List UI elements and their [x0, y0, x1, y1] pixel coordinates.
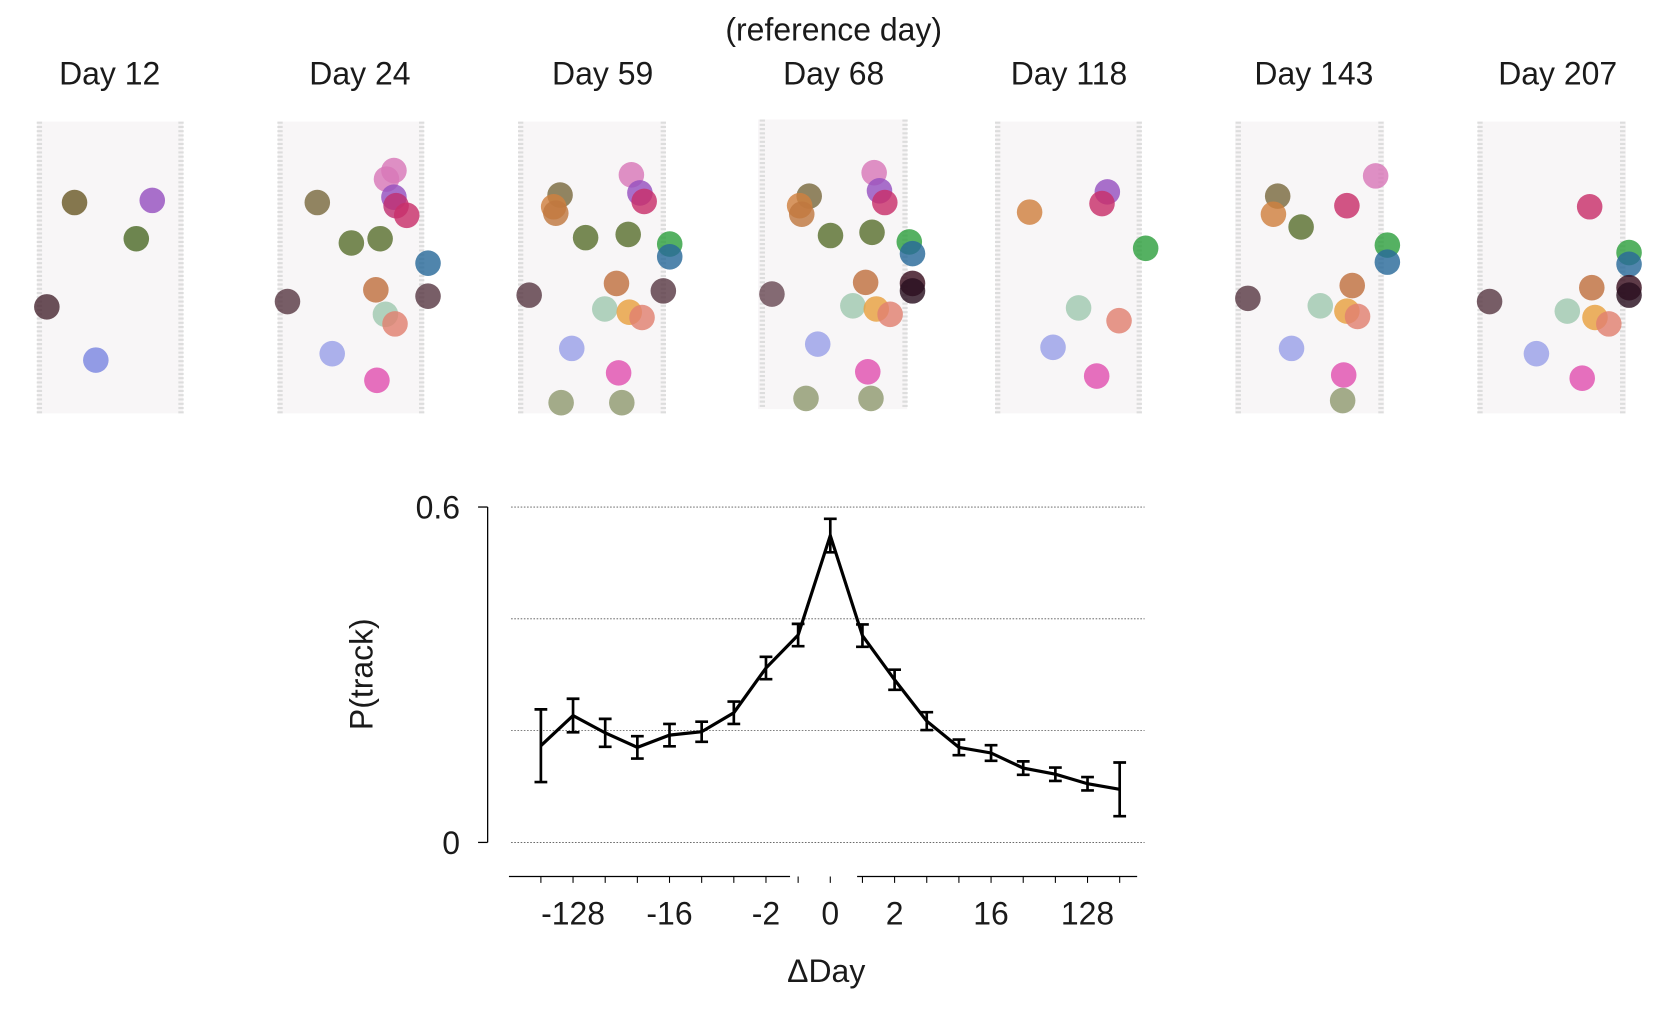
error-bar	[695, 720, 709, 744]
error-bar	[888, 668, 901, 692]
panel-title: Day 59	[552, 55, 653, 91]
error-bar	[984, 743, 998, 763]
reference-label: (reference day)	[725, 12, 942, 48]
error-bar	[856, 623, 869, 649]
error-bar	[920, 710, 934, 732]
line	[539, 530, 1120, 791]
panel	[1476, 121, 1642, 414]
x-tick-label: 0	[821, 895, 839, 931]
panel	[995, 121, 1159, 414]
error-bar	[663, 722, 676, 748]
panel-title: Day 143	[1254, 55, 1373, 91]
panel-title: Day 118	[1011, 55, 1128, 91]
error-bar	[1048, 766, 1062, 783]
x-tick-label: -16	[646, 895, 692, 931]
y-axis-label: P(track)	[344, 618, 380, 730]
panel	[516, 121, 683, 416]
panel-title: Day 24	[309, 55, 410, 91]
x-axis-label: ΔDay	[787, 953, 865, 989]
x-tick-label: -2	[752, 895, 780, 931]
panel	[274, 121, 441, 414]
error-bar	[759, 655, 773, 681]
panel-title: Day 207	[1498, 55, 1617, 91]
x-tick-label: -128	[541, 895, 605, 931]
x-tick-label: 128	[1061, 895, 1114, 931]
error-bar	[727, 700, 741, 726]
error-bar	[630, 734, 644, 760]
x-tick-label: 2	[886, 895, 904, 931]
error-bar	[1081, 775, 1094, 792]
error-bar	[952, 738, 966, 757]
panel	[34, 121, 184, 414]
y-tick-label: 0	[442, 825, 460, 861]
error-bar	[534, 708, 548, 784]
error-bar	[1113, 761, 1127, 818]
panel-title: Day 68	[783, 55, 884, 91]
error-bar	[791, 622, 805, 648]
panel	[758, 119, 926, 412]
error-bar	[598, 717, 612, 749]
error-bar	[1016, 760, 1030, 777]
error-bar	[566, 697, 580, 734]
error-bar	[823, 517, 837, 554]
panel-title: Day 12	[59, 55, 160, 91]
x-tick-label: 16	[973, 895, 1009, 931]
y-tick-label: 0.6	[416, 490, 460, 526]
panel	[1235, 121, 1401, 414]
panels	[34, 119, 1642, 416]
